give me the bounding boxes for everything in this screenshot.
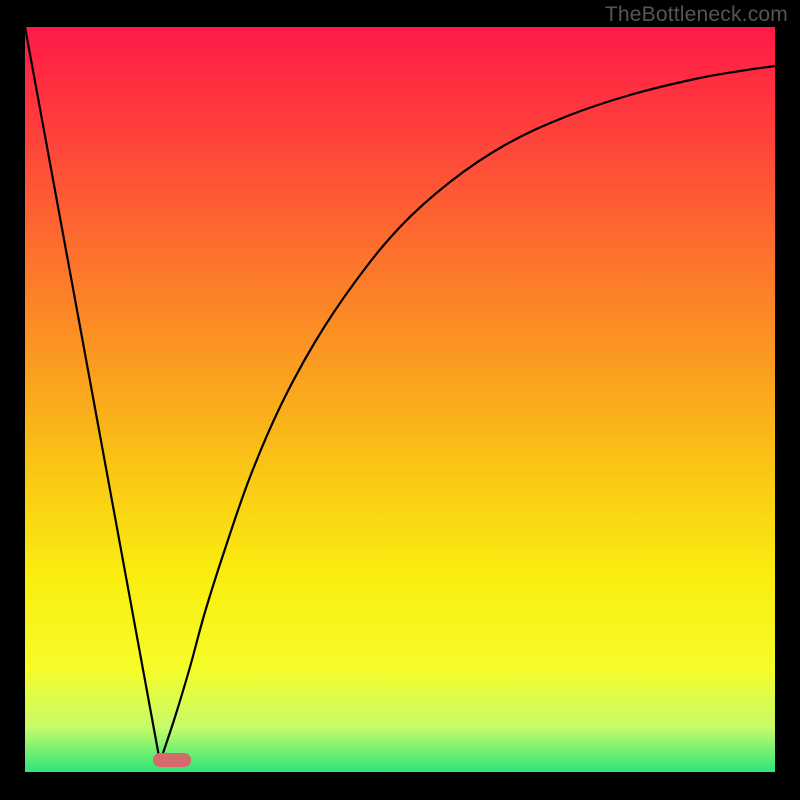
watermark-text: TheBottleneck.com <box>605 3 788 27</box>
bottleneck-chart: TheBottleneck.com <box>0 0 800 800</box>
notch-marker <box>153 753 191 767</box>
plot-area <box>25 27 775 772</box>
